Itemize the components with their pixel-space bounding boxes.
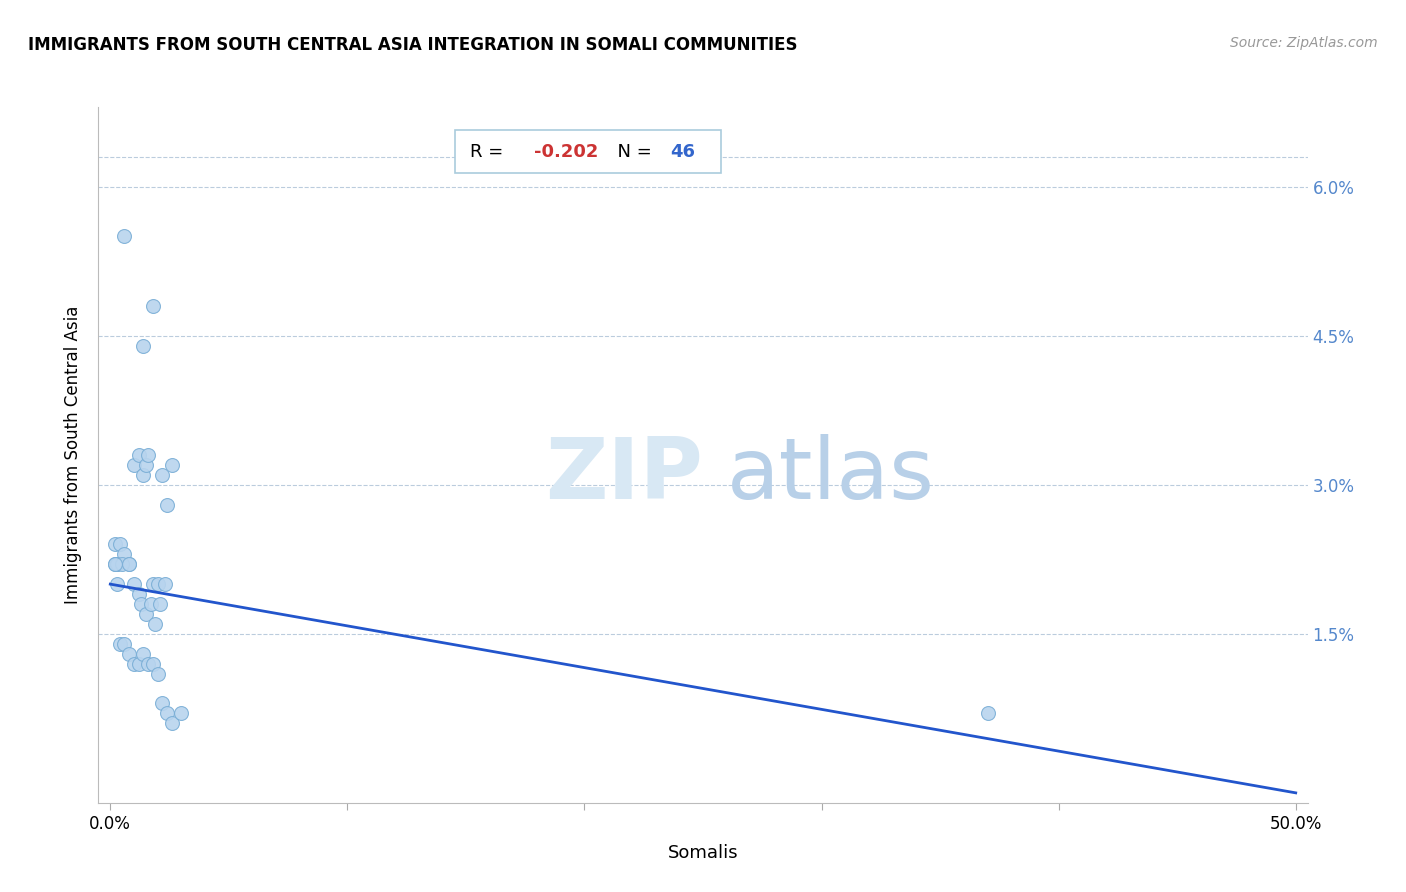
Point <box>122 458 145 472</box>
Point <box>135 607 157 621</box>
Point <box>132 467 155 482</box>
Text: 46: 46 <box>671 143 696 161</box>
Point <box>111 558 134 572</box>
Point <box>118 647 141 661</box>
Point <box>142 299 165 313</box>
Text: N =: N = <box>606 143 658 161</box>
Point <box>135 458 157 472</box>
Point <box>108 537 131 551</box>
Point <box>128 587 150 601</box>
Point <box>153 577 176 591</box>
Y-axis label: Immigrants from South Central Asia: Immigrants from South Central Asia <box>65 306 83 604</box>
Point <box>136 657 159 671</box>
Point <box>142 577 165 591</box>
Point <box>114 229 136 244</box>
Point <box>976 706 998 721</box>
Point <box>132 647 155 661</box>
Point <box>146 577 169 591</box>
Point <box>118 558 141 572</box>
Text: atlas: atlas <box>727 434 935 517</box>
Point <box>156 706 179 721</box>
Point <box>105 558 128 572</box>
Point <box>152 467 174 482</box>
Text: R =: R = <box>470 143 509 161</box>
Text: ZIP: ZIP <box>546 434 703 517</box>
Point <box>118 558 141 572</box>
Point <box>142 657 165 671</box>
Point <box>156 498 179 512</box>
Point <box>108 637 131 651</box>
Point <box>149 597 172 611</box>
Point <box>136 448 159 462</box>
Point <box>160 458 183 472</box>
Point <box>114 637 136 651</box>
Point <box>152 697 174 711</box>
X-axis label: Somalis: Somalis <box>668 844 738 862</box>
Text: IMMIGRANTS FROM SOUTH CENTRAL ASIA INTEGRATION IN SOMALI COMMUNITIES: IMMIGRANTS FROM SOUTH CENTRAL ASIA INTEG… <box>28 36 797 54</box>
Point <box>122 657 145 671</box>
FancyBboxPatch shape <box>456 130 721 173</box>
Point <box>128 657 150 671</box>
Point <box>128 448 150 462</box>
Point <box>104 558 127 572</box>
Point <box>114 547 136 561</box>
Point <box>105 577 128 591</box>
Text: Source: ZipAtlas.com: Source: ZipAtlas.com <box>1230 36 1378 50</box>
Point <box>104 558 127 572</box>
Point <box>160 716 183 731</box>
Text: -0.202: -0.202 <box>534 143 598 161</box>
Point <box>104 537 127 551</box>
Point <box>122 577 145 591</box>
Point <box>143 616 166 631</box>
Point <box>105 558 128 572</box>
Point <box>146 666 169 681</box>
Point <box>132 338 155 352</box>
Point <box>170 706 193 721</box>
Point <box>139 597 162 611</box>
Point <box>129 597 152 611</box>
